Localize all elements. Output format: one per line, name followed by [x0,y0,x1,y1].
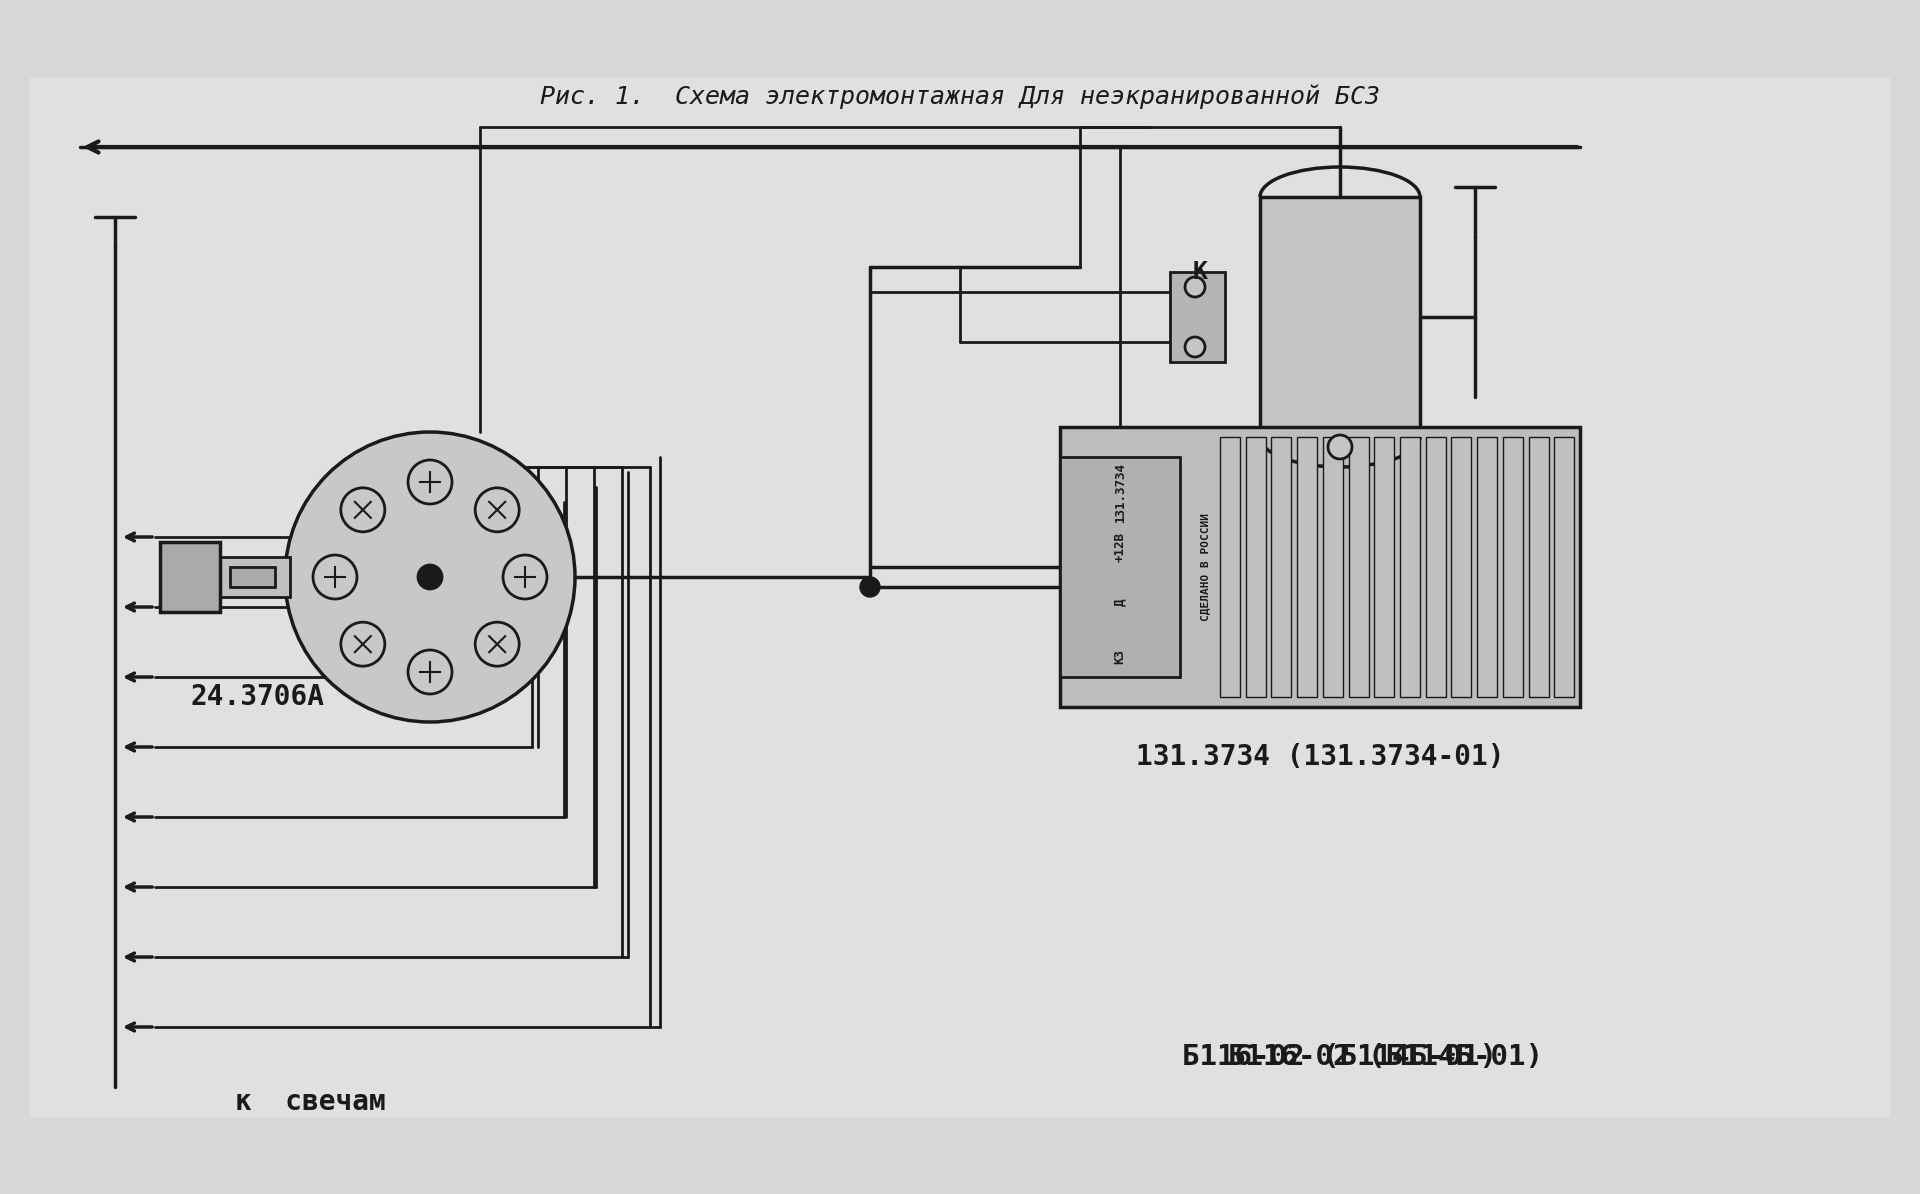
Circle shape [407,460,451,504]
Circle shape [313,555,357,599]
Bar [1271,437,1292,697]
Bar [1427,437,1446,697]
Circle shape [1185,337,1206,357]
Circle shape [1329,435,1352,458]
Bar [159,542,221,613]
Bar [1375,437,1394,697]
Bar [221,556,290,597]
Circle shape [342,622,384,666]
Circle shape [284,432,574,722]
Text: К: К [1192,260,1208,284]
Text: Д: Д [1114,598,1127,605]
Bar [1555,437,1574,697]
Text: 131.3734 (131.3734-01): 131.3734 (131.3734-01) [1137,743,1503,771]
Bar [1219,437,1240,697]
Circle shape [407,650,451,694]
Bar [1476,437,1498,697]
Circle shape [419,565,442,589]
Bar [1260,197,1421,437]
Circle shape [474,622,518,666]
Circle shape [1185,277,1206,297]
Bar [1400,437,1421,697]
Text: Б116-02 (Б114Б-01): Б116-02 (Б114Б-01) [1183,1044,1498,1071]
Circle shape [342,488,384,531]
Bar [1169,272,1225,362]
Circle shape [474,488,518,531]
Bar [1503,437,1523,697]
Bar [230,567,275,587]
Text: к  свечам: к свечам [234,1088,386,1116]
Text: Рис. 1.  Схема электромонтажная Для неэкранированной БСЗ: Рис. 1. Схема электромонтажная Для неэкр… [540,85,1380,109]
Text: 131.3734: 131.3734 [1114,462,1127,522]
Bar [1528,437,1549,697]
Bar [1060,457,1181,677]
Text: +12В: +12В [1114,533,1127,562]
Text: Б116-02 (Б114Б-01): Б116-02 (Б114Б-01) [1227,1044,1542,1071]
Bar [1323,437,1342,697]
Circle shape [503,555,547,599]
Text: КЗ: КЗ [1114,650,1127,665]
Circle shape [860,577,879,597]
Bar [1246,437,1265,697]
Bar [1452,437,1471,697]
Text: 24.3706A: 24.3706A [190,683,324,710]
Text: СДЕЛАНО В РОССИИ: СДЕЛАНО В РОССИИ [1200,513,1210,621]
Bar [1348,437,1369,697]
Bar [1298,437,1317,697]
Bar [1060,427,1580,707]
